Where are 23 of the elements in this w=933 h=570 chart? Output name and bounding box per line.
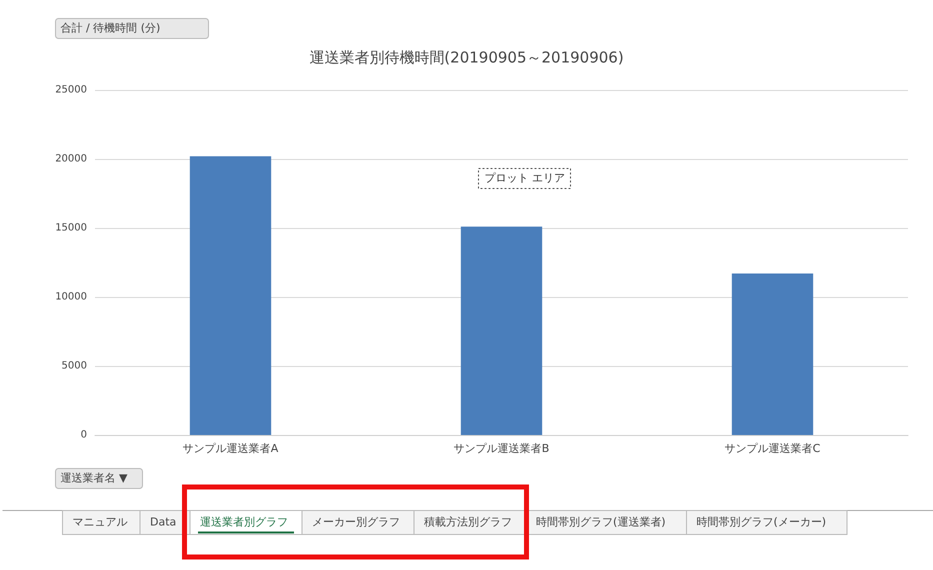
x-tick-label: サンプル運送業者B (454, 442, 550, 455)
x-tick-label: サンプル運送業者C (724, 442, 821, 455)
bar (460, 226, 542, 435)
text: Data (150, 516, 176, 528)
text: メーカー別グラフ (312, 516, 400, 528)
y-tick-label: 5000 (62, 360, 87, 372)
y-tick-label: 25000 (55, 84, 87, 96)
bar (732, 274, 814, 435)
y-axis-title: 合計 / 待機時間 (分) (60, 22, 160, 34)
x-tick-label: サンプル運送業者A (182, 442, 279, 455)
chart-title: 運送業者別待機時間(20190905～20190906) (309, 48, 624, 66)
text: 時間帯別グラフ(運送業者) (536, 516, 666, 528)
x-axis-title: 運送業者名 ▼ (60, 472, 128, 484)
annotation: プロット エリア (484, 172, 565, 184)
text: 積載方法別グラフ (424, 516, 512, 528)
bar (190, 156, 272, 435)
y-tick-label: 20000 (55, 154, 87, 164)
text: マニュアル (72, 516, 128, 528)
y-tick-label: 10000 (55, 292, 87, 302)
y-tick-label: 0 (80, 430, 87, 440)
y-tick-label: 15000 (55, 222, 87, 234)
text: 時間帯別グラフ(メーカー) (696, 516, 826, 528)
text: 運送業者別グラフ (200, 516, 288, 528)
